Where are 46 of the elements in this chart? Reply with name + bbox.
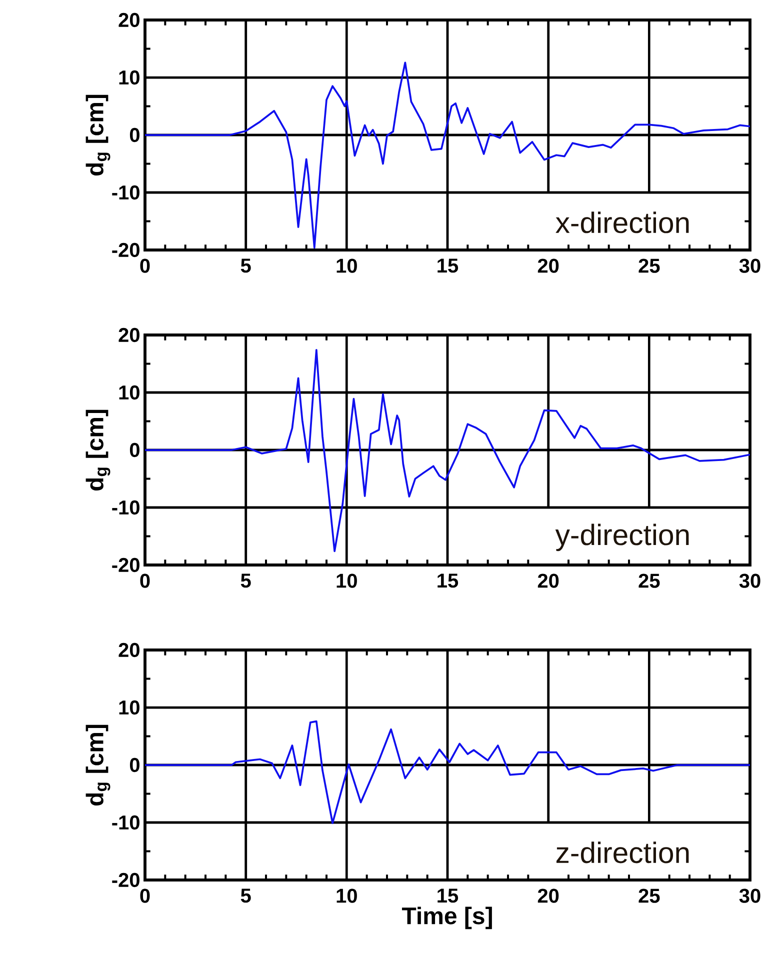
x-tick-label: 5 (240, 888, 251, 903)
y-tick-label: 10 (119, 385, 140, 400)
x-tick-label: 30 (739, 258, 760, 273)
y-tick-label: 20 (118, 12, 140, 28)
x-tick-label: 20 (538, 888, 559, 903)
x-tick-label: 20 (538, 258, 559, 273)
x-tick-label: 30 (739, 574, 760, 588)
x-tick-label: 10 (336, 258, 357, 273)
y-tick-label: -10 (112, 185, 140, 200)
x-tick-label: 0 (140, 574, 150, 588)
y-tick-label: 0 (130, 758, 140, 772)
x-tick-label: 10 (336, 888, 357, 903)
x-tick-label: 25 (638, 574, 660, 588)
x-tick-label: 30 (739, 888, 760, 903)
x-tick-label: 0 (140, 258, 150, 273)
x-tick-label: 15 (438, 258, 458, 273)
line-series (145, 349, 750, 552)
x-tick-label: 0 (140, 888, 150, 903)
x-tick-label: 15 (438, 574, 458, 588)
y-tick-label: 10 (119, 70, 140, 85)
x-tick-label: 25 (638, 258, 660, 273)
line-series (145, 720, 750, 824)
annotation: y-direction (555, 524, 689, 552)
x-tick-label: 5 (240, 574, 251, 588)
y-tick-label: 10 (119, 700, 140, 715)
y-tick-label: -20 (112, 242, 140, 258)
x-tick-label: 20 (538, 574, 559, 588)
y-axis-title: d$_{g}$ [cm] (86, 410, 110, 490)
y-tick-label: 20 (118, 642, 140, 658)
y-tick-label: 0 (130, 128, 140, 142)
y-tick-label: -10 (112, 815, 140, 830)
y-tick-label: -20 (112, 872, 140, 888)
x-tick-label: 15 (438, 888, 458, 903)
y-tick-label: 0 (130, 442, 140, 458)
x-axis-title: Time [s] (402, 906, 492, 930)
line-series (145, 62, 750, 249)
y-axis-title: d$_{g}$ [cm] (86, 724, 110, 806)
annotation: x-direction (556, 212, 689, 234)
y-tick-label: 20 (118, 328, 140, 342)
y-axis-title: d$_{g}$ [cm] (86, 94, 110, 176)
x-tick-label: 25 (638, 888, 660, 903)
x-tick-label: 10 (336, 574, 357, 588)
annotation: z-direction (556, 842, 689, 864)
y-tick-label: -10 (112, 500, 140, 515)
y-tick-label: -20 (112, 558, 140, 572)
x-tick-label: 5 (240, 258, 251, 273)
